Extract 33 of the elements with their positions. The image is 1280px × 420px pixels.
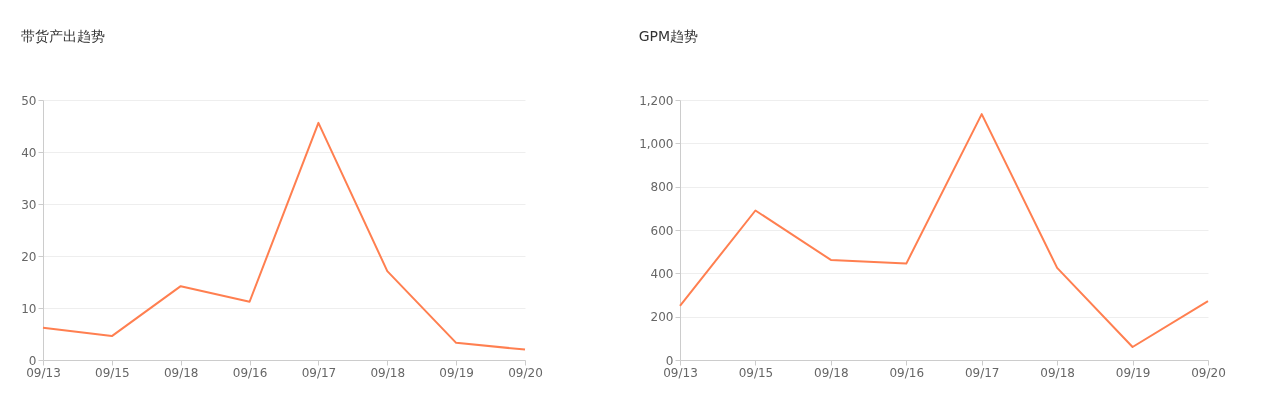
x-tick-label: 09/16: [889, 365, 925, 380]
x-tick-label: 09/15: [95, 365, 130, 380]
x-tick-label: 09/13: [663, 365, 698, 380]
y-tick-label: 30: [21, 197, 37, 212]
y-tick-label: 400: [650, 266, 674, 281]
y-tick-label: 0: [28, 353, 37, 368]
x-tick-label: 09/17: [301, 365, 337, 380]
x-tick-label: 09/20: [508, 365, 543, 380]
x-tick-label: 09/18: [163, 365, 199, 380]
x-tick-label: 09/20: [1191, 365, 1226, 380]
x-tick-label: 09/19: [1115, 365, 1151, 380]
line-series: [42, 121, 526, 351]
x-tick-label: 09/15: [738, 365, 774, 380]
y-tick-label: 200: [650, 310, 674, 325]
x-tick-label: 09/16: [232, 365, 268, 380]
y-tick-label: 1,200: [639, 93, 674, 108]
y-tick-label: 600: [650, 223, 674, 238]
y-tick-label: 1,000: [639, 136, 674, 151]
y-tick-label: 40: [21, 145, 37, 160]
y-tick-label: 20: [21, 249, 37, 264]
x-tick-label: 09/13: [26, 365, 61, 380]
x-tick-label: 09/18: [814, 365, 849, 380]
x-tick-label: 09/18: [1040, 365, 1075, 380]
y-tick-label: 0: [665, 353, 674, 368]
y-tick-label: 50: [21, 93, 37, 108]
x-tick-label: 09/18: [370, 365, 406, 380]
y-tick-label: 800: [650, 180, 674, 195]
line-series: [679, 113, 1209, 348]
y-tick-label: 10: [21, 301, 37, 316]
x-tick-label: 09/19: [439, 365, 474, 380]
chart-title: GPM趋势: [638, 28, 699, 44]
chart-title: 带货产出趋势: [20, 28, 105, 44]
x-tick-label: 09/17: [964, 365, 1000, 380]
